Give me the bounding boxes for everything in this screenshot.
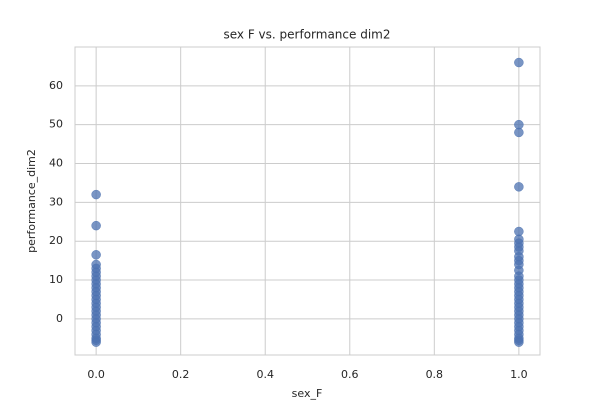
x-tick-label: 0.2 (172, 368, 190, 381)
y-tick-label: 50 (49, 118, 63, 131)
point (514, 57, 524, 68)
y-tick-label: 40 (49, 157, 63, 170)
y-tick-label: 60 (49, 79, 63, 92)
y-tick-label: 0 (56, 312, 63, 325)
x-tick-label: 0.0 (87, 368, 105, 381)
y-tick-label: 30 (49, 195, 63, 208)
x-tick-label: 0.6 (341, 368, 359, 381)
point (91, 220, 101, 231)
x-axis-label: sex_F (292, 387, 323, 400)
y-axis-label: performance_dim2 (25, 149, 38, 253)
point (514, 182, 524, 192)
x-tick-label: 0.4 (256, 368, 274, 381)
x-tick-label: 0.8 (426, 368, 444, 381)
y-tick-label: 20 (49, 234, 63, 247)
x-tick-label: 1.0 (510, 368, 528, 381)
point (91, 337, 101, 347)
points (91, 57, 524, 347)
point (91, 189, 101, 200)
chart-title: sex F vs. performance dim2 (224, 28, 391, 42)
y-tick-label: 10 (49, 273, 63, 286)
point (91, 250, 101, 260)
point (514, 337, 524, 347)
plot-frame (74, 46, 541, 356)
point (514, 127, 524, 138)
